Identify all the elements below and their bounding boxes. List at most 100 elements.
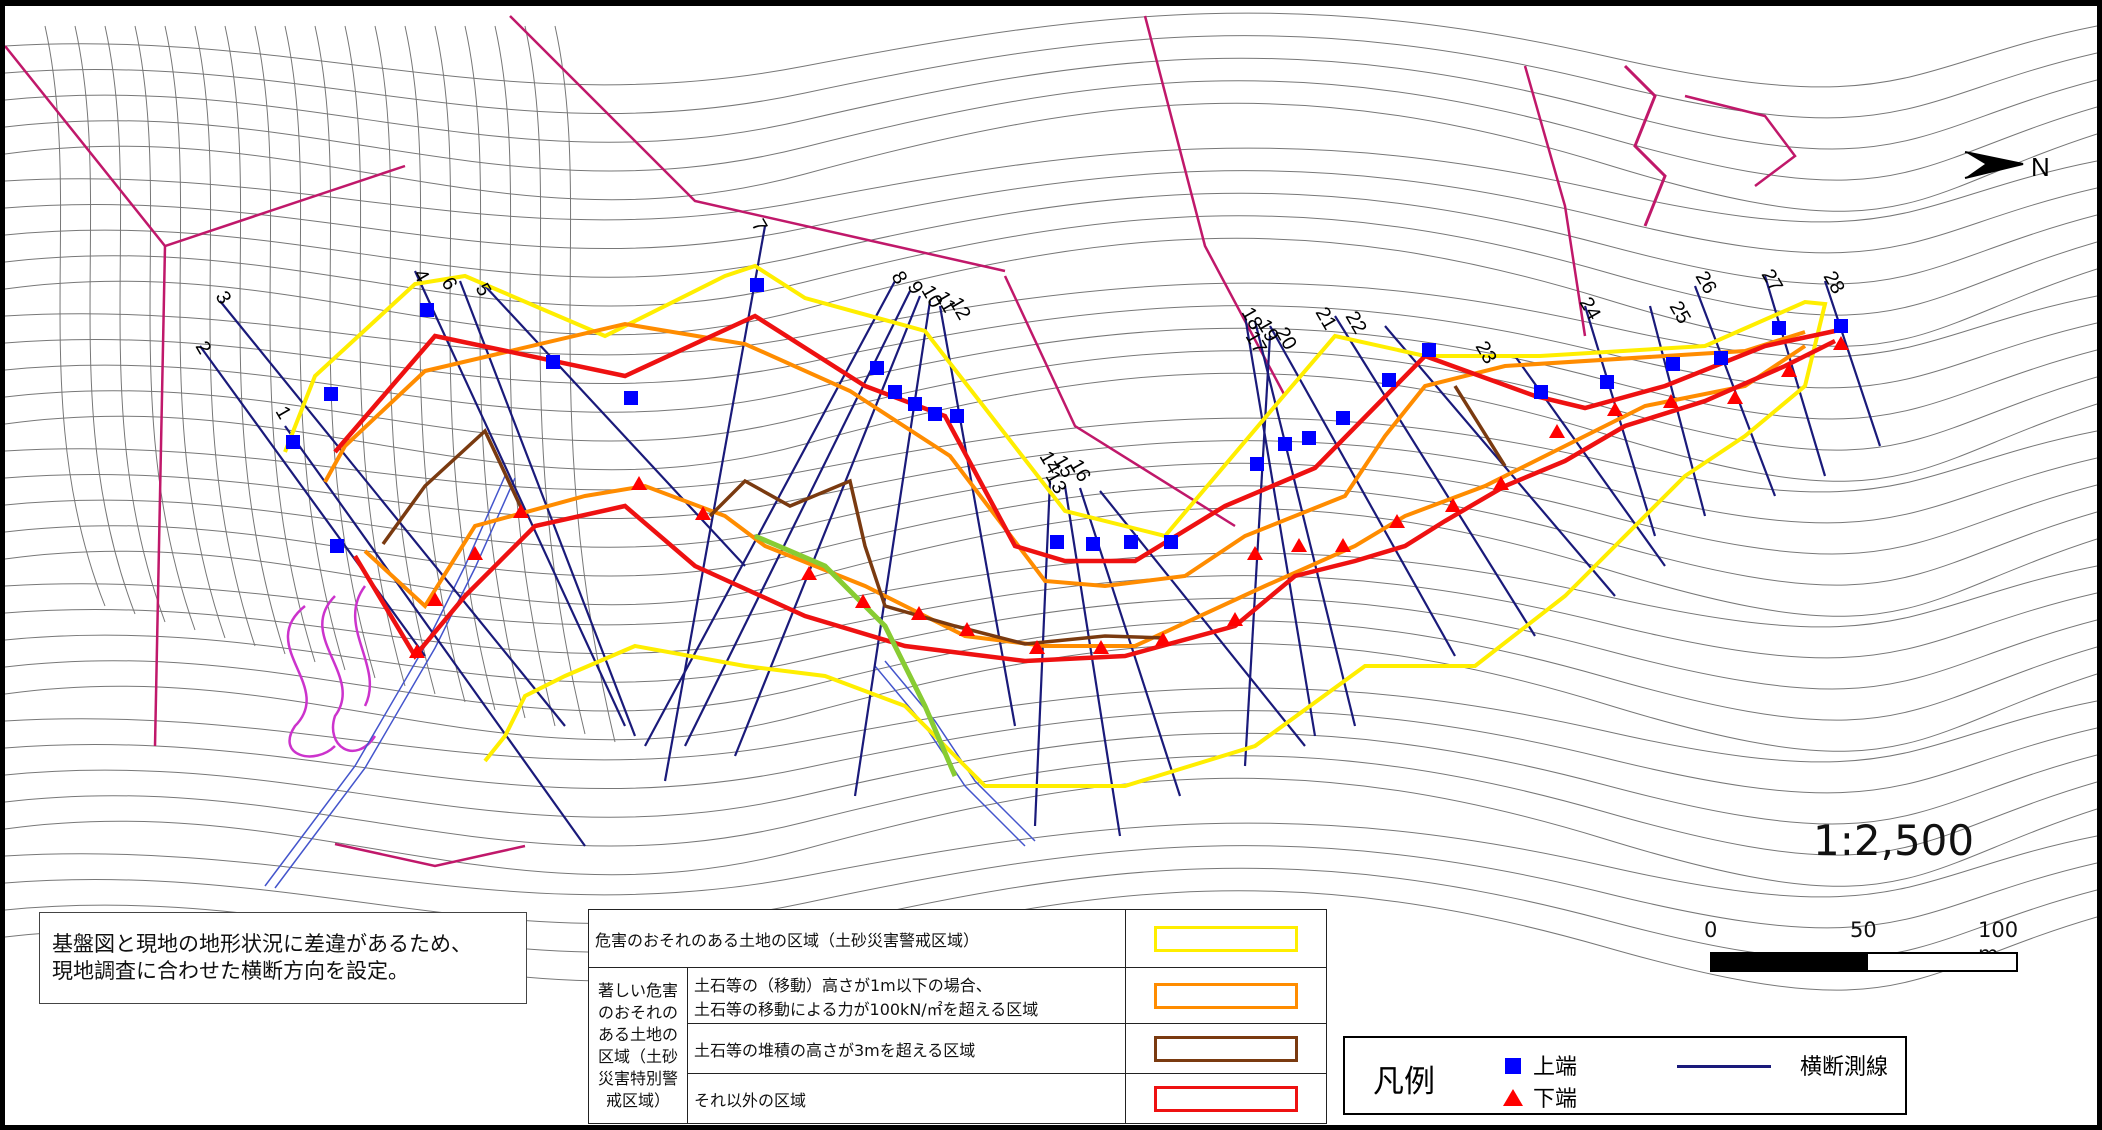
contour-lines <box>5 12 2097 991</box>
swatch-other <box>1125 1073 1327 1124</box>
bottom-edge-marker <box>1663 394 1679 408</box>
top-edge-marker <box>1336 411 1350 425</box>
top-edge-marker <box>950 409 964 423</box>
bottom-edge-marker <box>1227 612 1243 626</box>
legend-title: 凡例 <box>1373 1064 1435 1100</box>
section-line-2 <box>199 345 426 657</box>
section-line-11 <box>853 300 932 797</box>
bottom-edge-marker <box>1335 538 1351 552</box>
note-box: 基盤図と現地の地形状況に差違があるため、 現地調査に合わせた横断方向を設定。 <box>39 912 527 1004</box>
top-edge-marker <box>420 303 434 317</box>
special-zone-deposit <box>381 385 1507 646</box>
section-line-3 <box>219 300 566 727</box>
top-edge-marker <box>1382 373 1396 387</box>
special-zone-moving <box>323 321 1807 648</box>
bottom-edge-markers <box>409 336 1849 658</box>
bottom-edge-marker <box>911 606 927 620</box>
top-edge-marker <box>1278 437 1292 451</box>
legend-section-line: 横断測線 <box>1800 1055 1889 1080</box>
top-edge-marker <box>1302 431 1316 445</box>
section-label-7: 7 <box>747 216 772 237</box>
bottom-edge-marker <box>631 476 647 490</box>
top-edge-markers <box>286 278 1848 553</box>
bottom-edge-marker <box>1029 640 1045 654</box>
bottom-edge-marker <box>1781 363 1797 377</box>
top-edge-marker <box>546 355 560 369</box>
zone-row-warning: 危害のおそれのある土地の区域（土砂災害警戒区域） <box>588 909 1126 968</box>
section-line-20 <box>1269 325 1456 657</box>
top-edge-marker <box>624 391 638 405</box>
swatch-deposit <box>1125 1023 1327 1074</box>
top-edge-marker <box>1422 343 1436 357</box>
top-edge-marker <box>1772 321 1786 335</box>
warning-zone <box>283 263 1828 788</box>
swatch-moving <box>1125 967 1327 1024</box>
legend-top-edge: 上端 <box>1533 1055 1578 1080</box>
top-edge-marker <box>286 435 300 449</box>
bottom-edge-marker <box>1833 336 1849 350</box>
scale-label-50: 50 <box>1850 918 1877 942</box>
north-arrow-icon: N <box>1964 151 2050 182</box>
bottom-edge-marker <box>1247 546 1263 560</box>
section-line-21 <box>1334 315 1536 637</box>
top-edge-marker <box>1086 537 1100 551</box>
note-line-2: 現地調査に合わせた横断方向を設定。 <box>52 959 409 983</box>
section-line-10 <box>733 295 922 757</box>
top-edge-marker <box>1164 535 1178 549</box>
section-line-1 <box>284 425 586 847</box>
scale-segment-white <box>1866 952 2018 972</box>
section-line-12 <box>938 305 1017 727</box>
section-line-18 <box>1243 315 1317 737</box>
bottom-edge-marker <box>959 622 975 636</box>
top-edge-marker <box>1050 535 1064 549</box>
top-edge-marker <box>1250 457 1264 471</box>
top-edge-marker <box>888 385 902 399</box>
section-line-4 <box>414 270 626 727</box>
section-lines <box>199 225 1882 847</box>
bottom-edge-marker <box>1093 640 1109 654</box>
top-edge-marker <box>324 387 338 401</box>
section-line-28 <box>1823 280 1882 447</box>
top-edge-marker <box>1534 385 1548 399</box>
bottom-edge-triangle-icon <box>1503 1089 1523 1106</box>
section-line-9 <box>684 290 911 747</box>
top-edge-marker <box>330 539 344 553</box>
bottom-edge-marker <box>467 546 483 560</box>
bottom-edge-marker <box>513 504 529 518</box>
road-lines <box>5 15 1797 868</box>
map-legend: 凡例 上端 下端 横断測線 <box>1343 1036 1907 1115</box>
bottom-edge-marker <box>855 594 871 608</box>
swatch-warning <box>1125 909 1327 968</box>
legend-bottom-edge: 下端 <box>1533 1087 1578 1112</box>
zone-row-other: それ以外の区域 <box>687 1073 1126 1124</box>
bottom-edge-marker <box>1291 538 1307 552</box>
section-line-16 <box>1099 490 1306 747</box>
top-edge-marker <box>1834 319 1848 333</box>
top-edge-marker <box>908 397 922 411</box>
bottom-edge-marker <box>1445 498 1461 512</box>
bottom-edge-marker <box>1727 390 1743 404</box>
scale-label-0: 0 <box>1704 918 1718 942</box>
zone-legend-table: 危害のおそれのある土地の区域（土砂災害警戒区域） 著しい危害 のおそれの ある土地の… <box>588 909 1327 1124</box>
north-label: N <box>2031 152 2050 182</box>
section-label-1: 1 <box>271 403 296 424</box>
blue-stream <box>264 475 1036 889</box>
bottom-edge-marker <box>1389 514 1405 528</box>
section-label-23: 23 <box>1471 338 1501 368</box>
top-edge-marker <box>1666 357 1680 371</box>
scale-ratio: 1:2,500 <box>1813 816 1975 865</box>
bottom-edge-marker <box>1607 402 1623 416</box>
zone-row-moving: 土石等の（移動）高さが1m以下の場合、 土石等の移動による力が100kN/㎡を超え… <box>687 967 1126 1024</box>
top-edge-marker <box>870 361 884 375</box>
scale-bar: 0 50 100 m <box>1704 918 2020 978</box>
bottom-edge-marker <box>1549 424 1565 438</box>
section-line-8 <box>644 280 896 747</box>
section-label-28: 28 <box>1819 268 1849 298</box>
bottom-edge-marker <box>801 566 817 580</box>
scale-segment-black <box>1710 952 1866 972</box>
top-edge-marker <box>750 278 764 292</box>
section-label-6: 6 <box>437 274 462 295</box>
zone-category: 著しい危害 のおそれの ある土地の 区域（土砂 災害特別警 戒区域） <box>588 967 688 1124</box>
